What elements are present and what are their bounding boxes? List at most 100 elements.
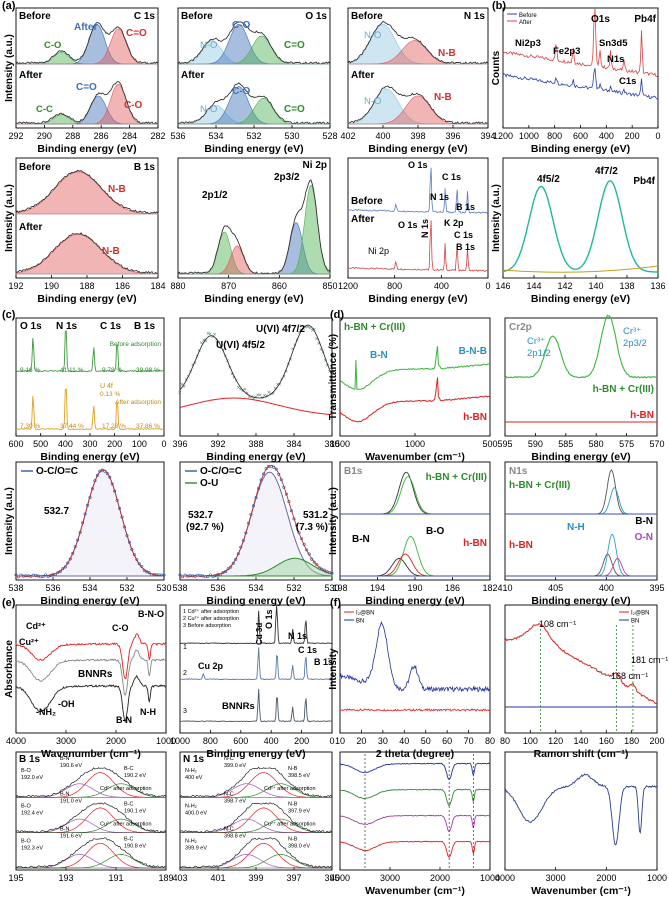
annotation-label: B-O <box>426 526 445 537</box>
y-axis-label: Absorbance <box>4 640 15 698</box>
y-axis-label: Intensity (a.u.) <box>4 184 15 252</box>
component-peak <box>505 558 657 577</box>
y-axis-label: Intensity (a.u.) <box>4 34 15 102</box>
x-tick-label: 538 <box>172 583 187 593</box>
data-point: × <box>284 369 288 375</box>
series-line <box>339 620 491 693</box>
background-line <box>179 397 333 416</box>
series-line <box>179 688 333 723</box>
plot-frame <box>177 157 331 279</box>
data-point: × <box>276 383 280 389</box>
x-tick-label: 140 <box>588 281 603 291</box>
chart-f4: 4000 3000 2000 1000 Wavenumber (cm⁻¹) <box>495 751 667 897</box>
data-point: × <box>178 391 182 397</box>
x-tick-label: 190 <box>44 281 59 291</box>
x-tick-label: 4000 <box>6 736 26 746</box>
x-tick-label: 288 <box>65 131 80 141</box>
component-peak <box>16 469 165 577</box>
annotation-label: O 1s <box>264 609 274 629</box>
x-tick-label: 4000 <box>330 873 350 883</box>
data-point: × <box>261 396 265 402</box>
data-point: × <box>258 393 262 399</box>
panel-label: (c) <box>2 309 16 321</box>
data-point: × <box>208 332 212 338</box>
data-point <box>56 570 60 574</box>
annotation-label: O 1s <box>305 11 327 22</box>
plot-frame <box>347 157 489 279</box>
annotation-label: B-N-O <box>138 609 164 619</box>
fit-line <box>179 324 333 399</box>
annotation-label: Cd²⁺ after adsorption <box>100 785 152 792</box>
annotation-label: 190.1 eV <box>124 808 146 814</box>
annotation-label: B-N <box>370 350 388 361</box>
annotation-label: N-O <box>364 30 381 41</box>
annotation-label: 399.9 eV <box>185 846 207 852</box>
x-tick-label: 536 <box>170 131 185 141</box>
data-point: × <box>215 338 219 344</box>
fit-line <box>16 469 165 577</box>
x-axis-label: Binding energy (eV) <box>531 451 630 463</box>
data-point <box>66 561 70 565</box>
x-tick-label: 860 <box>272 281 287 291</box>
annotation-label: C 1s <box>134 11 156 22</box>
annotation-label: Ni2p3 <box>515 38 541 49</box>
annotation-label: N1s <box>509 466 528 477</box>
plot-frame <box>15 7 159 129</box>
chart-b2: 146 144 142 140 138 136 Binding energy (eV) Int… <box>491 157 666 305</box>
x-axis-label: Binding energy (eV) <box>37 293 136 305</box>
annotation-label: 192.3 eV <box>21 846 43 852</box>
y-axis-label: Intensity (a.u.) <box>4 487 15 555</box>
series-line <box>504 314 658 379</box>
background-line <box>502 265 659 273</box>
chart-a4: 192 190 188 186 184 Binding energy (eV) Intens… <box>4 157 166 305</box>
plot-frame <box>504 751 658 871</box>
annotation-label: O 1s <box>20 321 42 332</box>
annotation-label: Cd²⁺ <box>26 621 46 631</box>
data-point: × <box>254 395 258 401</box>
x-axis-label: Binding energy (eV) <box>206 748 305 760</box>
annotation-label: 398.5 eV <box>288 773 310 779</box>
annotation-label: B-N <box>60 791 70 797</box>
annotation-label: 17.23 % <box>102 423 126 430</box>
x-tick-label: 532 <box>119 583 134 593</box>
x-tick-label: 4000 <box>495 873 515 883</box>
chart-f1: 10 20 30 40 50 60 70 80 2 theta (degree) Intensit… <box>328 604 495 760</box>
data-point: × <box>200 341 204 347</box>
chart-e2: 1000 800 600 400 200 0 Binding energy (eV) 1 Cd… <box>170 604 335 760</box>
legend-label: O-C/O=C <box>200 466 242 477</box>
x-tick-label: 1000 <box>405 439 425 449</box>
data-point: × <box>204 339 208 345</box>
x-tick-label: 138 <box>619 281 634 291</box>
annotation-label: 0.13 % <box>100 391 120 398</box>
x-tick-label: 600 <box>573 131 588 141</box>
x-tick-label: 0 <box>485 281 490 291</box>
x-tick-label: 190 <box>407 583 422 593</box>
x-tick-label: 50 <box>421 736 431 746</box>
data-point: × <box>267 391 271 397</box>
annotation-label: 191.0 eV <box>60 798 82 804</box>
plot-frame <box>15 317 165 437</box>
annotation-label: 9.78 % <box>102 367 122 374</box>
annotation-label: h-BN <box>630 410 654 421</box>
chart-a1: 292 290 288 286 284 282 Binding energy (eV) Int… <box>4 7 166 155</box>
annotation-label: N1s <box>607 54 624 65</box>
annotation-label: C1s <box>619 76 636 87</box>
x-tick-label: 1000 <box>519 131 539 141</box>
x-tick-label: 20 <box>356 736 366 746</box>
annotation-label: Before adsorption <box>110 341 162 348</box>
x-tick-label: 580 <box>589 439 604 449</box>
plot-frame <box>339 604 491 734</box>
annotation-label: B 1s <box>19 754 41 765</box>
panel-label: (d) <box>330 309 344 321</box>
x-axis-label: Binding energy (eV) <box>204 293 303 305</box>
annotation-label: After <box>351 214 374 225</box>
annotation-label: N 1s <box>183 754 205 765</box>
x-tick-label: 500 <box>482 439 497 449</box>
annotation-label: B 1s <box>456 202 475 212</box>
x-axis-label: Binding energy (eV) <box>365 595 464 607</box>
annotation-label: B 1s <box>134 162 156 173</box>
x-axis-label: Binding energy (eV) <box>204 143 303 155</box>
annotation-label: 531.2 <box>303 510 328 521</box>
annotation-label: (92.7 %) <box>186 522 224 533</box>
